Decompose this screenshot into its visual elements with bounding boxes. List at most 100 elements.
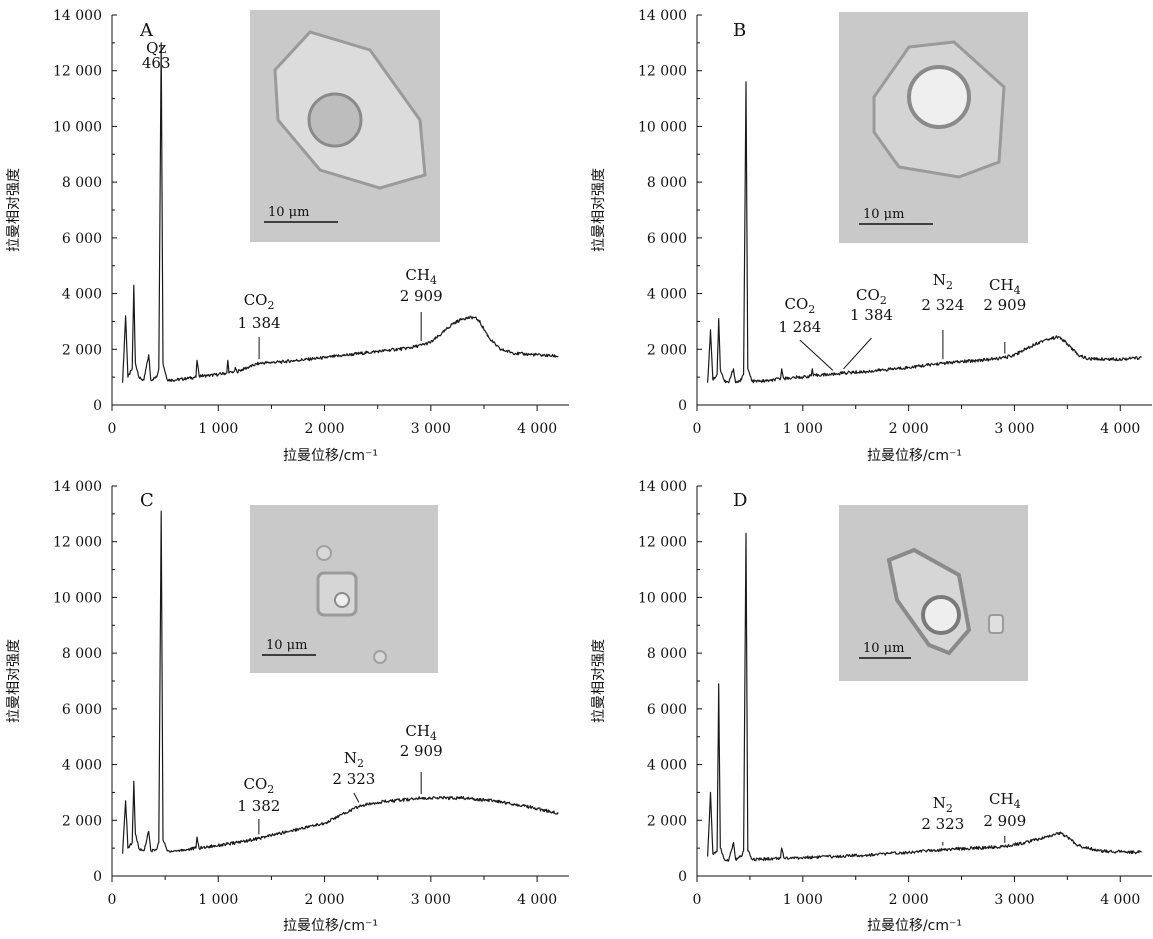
peak-value: 2 324 (921, 296, 964, 314)
x-tick-label: 2 000 (889, 421, 929, 437)
y-tick-label: 12 000 (638, 535, 687, 551)
scale-bar-label: 10 μm (863, 207, 904, 222)
y-tick-label: 2 000 (62, 813, 102, 829)
y-tick-label: 2 000 (647, 813, 687, 829)
x-tick-label: 1 000 (198, 421, 238, 437)
vapor-bubble (921, 595, 961, 635)
y-tick-label: 6 000 (647, 231, 687, 247)
y-tick-label: 8 000 (647, 175, 687, 191)
peak-label: CH4 (405, 266, 437, 287)
spectrum-line (707, 81, 1142, 384)
peak-leader (843, 337, 872, 370)
y-tick-label: 4 000 (62, 758, 102, 774)
peak-value: 2 909 (983, 812, 1026, 830)
y-tick-label: 10 000 (638, 590, 687, 606)
panel-b: 0 2 000 4 000 6 000 8 000 10 000 12 000 14 000 0… (591, 8, 1152, 464)
x-tick-label: 3 000 (994, 892, 1034, 908)
small-inclusion (373, 650, 387, 664)
x-tick-label: 2 000 (305, 892, 345, 908)
peak-label: CO2 (244, 291, 275, 312)
peak-label: N2 (344, 749, 364, 770)
peak-label: CH4 (989, 276, 1021, 297)
panel-letter: D (733, 490, 747, 511)
peak-label: N2 (933, 794, 953, 815)
y-tick-label: 0 (678, 869, 687, 885)
inclusion-photo: 10 μm (839, 505, 1028, 681)
y-tick-label: 14 000 (53, 479, 102, 495)
y-axis-label: 拉曼相对强度 (591, 168, 607, 252)
x-axis-label: 拉曼位移/cm⁻¹ (283, 448, 378, 464)
y-tick-label: 10 000 (53, 590, 102, 606)
peak-leader (353, 792, 360, 803)
y-tick-label: 6 000 (62, 231, 102, 247)
x-tick-label: 0 (108, 892, 117, 908)
peak-label: N2 (933, 271, 953, 292)
scale-bar-label: 10 μm (863, 641, 904, 656)
peak-label: CO2 (856, 286, 887, 307)
x-tick-label: 4 000 (517, 892, 557, 908)
spectrum-line (707, 532, 1142, 862)
y-tick-label: 10 000 (638, 119, 687, 135)
scale-bar-label: 10 μm (266, 638, 307, 653)
x-tick-label: 4 000 (1100, 421, 1140, 437)
y-tick-label: 0 (678, 398, 687, 414)
peak-value: 2 323 (921, 815, 964, 833)
y-tick-label: 14 000 (638, 8, 687, 24)
y-tick-label: 8 000 (62, 175, 102, 191)
x-tick-label: 1 000 (783, 421, 823, 437)
peak-value: 1 382 (237, 797, 280, 815)
x-tick-label: 0 (693, 421, 702, 437)
spectrum-line (122, 510, 559, 854)
x-tick-label: 1 000 (198, 892, 238, 908)
y-axis-label: 拉曼相对强度 (591, 639, 607, 723)
panel-c: 0 2 000 4 000 6 000 8 000 10 000 12 000 14 000 0… (6, 479, 569, 934)
inclusion-photo: 10 μm (839, 12, 1028, 243)
small-inclusion (316, 545, 332, 561)
spectrum-line (122, 42, 559, 383)
panel-letter: C (140, 490, 154, 511)
x-tick-label: 3 000 (994, 421, 1034, 437)
x-tick-label: 3 000 (411, 421, 451, 437)
y-tick-label: 4 000 (647, 287, 687, 303)
scale-bar-label: 10 μm (268, 205, 309, 220)
y-tick-label: 12 000 (53, 64, 102, 80)
peak-label: CO2 (784, 295, 815, 316)
panel-a: 0 2 000 4 000 6 000 8 000 10 000 12 000 14 000 0… (6, 8, 569, 464)
peak-label: CH4 (989, 790, 1021, 811)
x-tick-label: 4 000 (517, 421, 557, 437)
y-tick-label: 12 000 (638, 64, 687, 80)
panel-letter: A (139, 20, 154, 41)
y-tick-label: 14 000 (53, 8, 102, 24)
y-axis-label: 拉曼相对强度 (6, 639, 22, 723)
x-tick-label: 2 000 (305, 421, 345, 437)
peak-value: 1 284 (778, 318, 821, 336)
peak-value: 1 384 (238, 314, 281, 332)
peak-label: CH4 (405, 722, 437, 743)
y-tick-label: 12 000 (53, 535, 102, 551)
panel-letter: B (733, 20, 746, 41)
x-tick-label: 0 (693, 892, 702, 908)
y-tick-label: 2 000 (647, 342, 687, 358)
x-axis-label: 拉曼位移/cm⁻¹ (867, 448, 962, 464)
x-axis-label: 拉曼位移/cm⁻¹ (867, 918, 962, 934)
peak-value: 2 909 (983, 296, 1026, 314)
y-tick-label: 6 000 (647, 702, 687, 718)
vapor-bubble (307, 92, 363, 148)
y-tick-label: 6 000 (62, 702, 102, 718)
x-axis-label: 拉曼位移/cm⁻¹ (283, 918, 378, 934)
vapor-bubble (907, 65, 971, 129)
peak-value: 2 909 (400, 287, 443, 305)
x-tick-label: 4 000 (1100, 892, 1140, 908)
inclusion-photo: 10 μm (250, 505, 438, 673)
peak-label: Qz (146, 39, 166, 57)
y-tick-label: 10 000 (53, 119, 102, 135)
peak-value: 2 909 (400, 742, 443, 760)
y-tick-label: 8 000 (62, 646, 102, 662)
y-tick-label: 0 (93, 869, 102, 885)
small-inclusion (988, 614, 1004, 634)
x-tick-label: 0 (108, 421, 117, 437)
x-tick-label: 2 000 (889, 892, 929, 908)
y-tick-label: 14 000 (638, 479, 687, 495)
peak-value: 2 323 (332, 770, 375, 788)
